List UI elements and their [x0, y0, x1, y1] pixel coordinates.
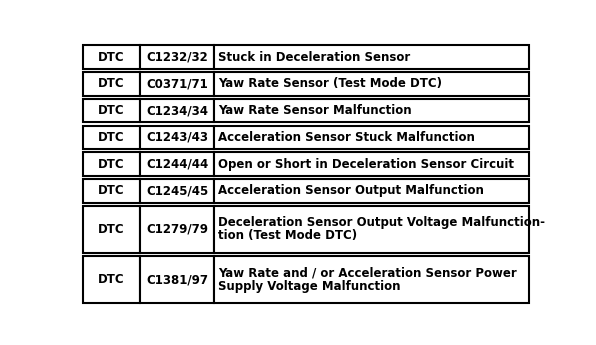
Bar [141, 99, 214, 122]
Text: Deceleration Sensor Output Voltage Malfunction-: Deceleration Sensor Output Voltage Malfu… [218, 216, 545, 229]
Bar [141, 46, 214, 69]
Text: DTC: DTC [98, 273, 125, 286]
Bar [141, 206, 214, 253]
Bar [83, 206, 141, 253]
Text: C1244/44: C1244/44 [146, 158, 209, 170]
Text: C1245/45: C1245/45 [146, 184, 209, 197]
Bar [141, 256, 214, 303]
Bar [214, 72, 529, 96]
Text: DTC: DTC [98, 104, 125, 117]
Bar [141, 152, 214, 176]
Text: DTC: DTC [98, 77, 125, 90]
Bar [141, 179, 214, 203]
Text: DTC: DTC [98, 131, 125, 144]
Bar [83, 99, 141, 122]
Bar [214, 206, 529, 253]
Bar [83, 179, 141, 203]
Bar [214, 99, 529, 122]
Bar [214, 152, 529, 176]
Bar [83, 46, 141, 69]
Text: DTC: DTC [98, 158, 125, 170]
Bar [83, 72, 141, 96]
Text: DTC: DTC [98, 51, 125, 64]
Text: Acceleration Sensor Stuck Malfunction: Acceleration Sensor Stuck Malfunction [218, 131, 474, 144]
Text: Open or Short in Deceleration Sensor Circuit: Open or Short in Deceleration Sensor Cir… [218, 158, 514, 170]
Text: C1381/97: C1381/97 [146, 273, 208, 286]
Text: C1234/34: C1234/34 [146, 104, 208, 117]
Bar [214, 46, 529, 69]
Text: Yaw Rate Sensor (Test Mode DTC): Yaw Rate Sensor (Test Mode DTC) [218, 77, 442, 90]
Text: Yaw Rate Sensor Malfunction: Yaw Rate Sensor Malfunction [218, 104, 411, 117]
Bar [141, 126, 214, 149]
Text: C0371/71: C0371/71 [147, 77, 208, 90]
Text: Supply Voltage Malfunction: Supply Voltage Malfunction [218, 279, 401, 293]
Bar [83, 256, 141, 303]
Text: Yaw Rate and / or Acceleration Sensor Power: Yaw Rate and / or Acceleration Sensor Po… [218, 267, 517, 279]
Text: Stuck in Deceleration Sensor: Stuck in Deceleration Sensor [218, 51, 410, 64]
Bar [83, 152, 141, 176]
Text: Acceleration Sensor Output Malfunction: Acceleration Sensor Output Malfunction [218, 184, 483, 197]
Text: C1243/43: C1243/43 [146, 131, 208, 144]
Bar [214, 179, 529, 203]
Text: DTC: DTC [98, 223, 125, 236]
Text: tion (Test Mode DTC): tion (Test Mode DTC) [218, 229, 357, 242]
Bar [214, 126, 529, 149]
Bar [214, 256, 529, 303]
Text: C1279/79: C1279/79 [146, 223, 208, 236]
Bar [83, 126, 141, 149]
Text: C1232/32: C1232/32 [147, 51, 208, 64]
Text: DTC: DTC [98, 184, 125, 197]
Bar [141, 72, 214, 96]
